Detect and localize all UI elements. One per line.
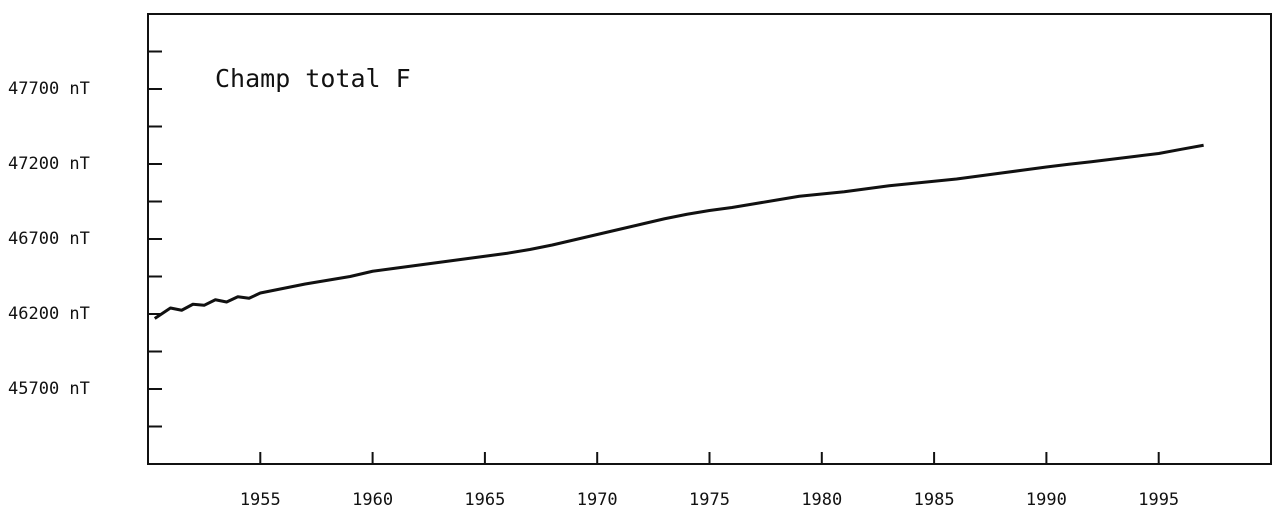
chart-title: Champ total F xyxy=(215,64,411,93)
x-tick-label: 1980 xyxy=(801,490,842,510)
x-tick-label: 1985 xyxy=(914,490,955,510)
y-tick-label: 46700 nT xyxy=(8,229,90,249)
x-tick-label: 1970 xyxy=(577,490,618,510)
y-tick-label: 47700 nT xyxy=(8,79,90,99)
y-tick-label: 47200 nT xyxy=(8,154,90,174)
x-tick-label: 1990 xyxy=(1026,490,1067,510)
y-tick-label: 46200 nT xyxy=(8,304,90,324)
x-tick-label: 1975 xyxy=(689,490,730,510)
y-tick-label: 45700 nT xyxy=(8,379,90,399)
data-line xyxy=(153,143,1204,320)
x-tick-label: 1960 xyxy=(352,490,393,510)
x-tick-label: 1955 xyxy=(240,490,281,510)
x-tick-label: 1995 xyxy=(1138,490,1179,510)
x-tick-label: 1965 xyxy=(464,490,505,510)
